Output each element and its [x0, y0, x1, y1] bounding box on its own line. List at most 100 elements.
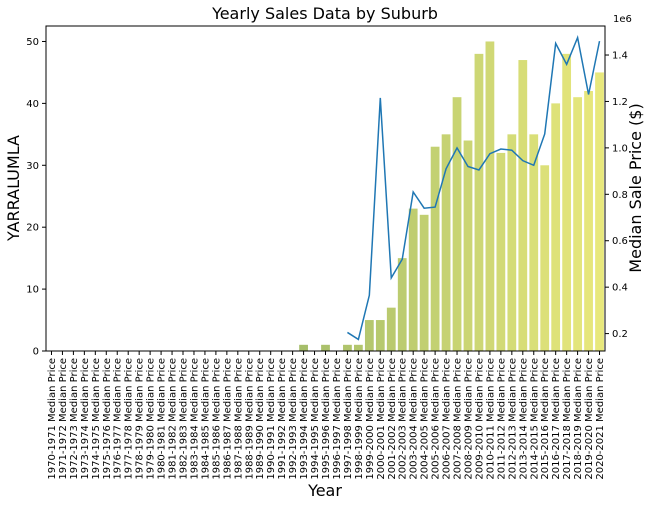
bar	[353, 344, 363, 351]
x-axis: 1970-1971 Median Price 1971-1972 Median P…	[47, 351, 606, 480]
bar	[441, 134, 451, 351]
x-tick-label: 2017-2018 Median Price	[562, 358, 573, 480]
y2-tick-label: 0.8	[612, 190, 628, 201]
y2-tick-label: 1.0	[612, 143, 628, 154]
bar	[343, 344, 352, 351]
x-tick-label: 1980-1981 Median Price	[157, 358, 168, 480]
x-tick-label: 2019-2020 Median Price	[584, 358, 595, 480]
y2-axis-label: Median Sale Price ($)	[626, 103, 645, 272]
x-tick-label: 2007-2008 Median Price	[453, 358, 464, 480]
bar	[386, 307, 396, 351]
bar	[463, 140, 473, 351]
y-tick-label: 40	[26, 99, 39, 110]
x-tick-label: 1989-1990 Median Price	[255, 358, 266, 480]
bar	[540, 165, 550, 351]
x-tick-label: 1994-1995 Median Price	[310, 358, 321, 480]
x-tick-label: 2020-2021 Median Price	[595, 358, 606, 480]
y-tick-label: 50	[26, 37, 39, 48]
bar	[299, 344, 308, 351]
bar	[419, 214, 429, 351]
bar	[529, 134, 539, 351]
y2-tick-label: 1.2	[612, 97, 628, 108]
x-tick-label: 1983-1984 Median Price	[189, 358, 200, 480]
x-tick-label: 1991-1992 Median Price	[277, 358, 288, 480]
bar	[364, 320, 374, 351]
left-y-axis: 0 10 20 30 40 50	[26, 37, 46, 358]
y-tick-label: 30	[26, 161, 39, 172]
x-tick-label: 2014-2015 Median Price	[529, 358, 540, 480]
x-tick-label: 1979-1980 Median Price	[146, 358, 157, 480]
bar	[584, 91, 593, 351]
y2-tick-label: 0.6	[612, 236, 628, 247]
x-tick-label: 1970-1971 Median Price	[47, 358, 58, 480]
y2-offset-text: 1e6	[613, 14, 632, 25]
x-tick-label: 1984-1985 Median Price	[200, 358, 211, 480]
x-tick-label: 2013-2014 Median Price	[518, 358, 529, 480]
y2-tick-label: 1.4	[612, 51, 628, 62]
y-tick-label: 10	[26, 285, 39, 296]
bar	[375, 320, 385, 351]
x-tick-label: 2018-2019 Median Price	[573, 358, 584, 480]
bar-series	[299, 41, 604, 352]
bar	[474, 53, 484, 351]
bar	[551, 103, 561, 351]
bar	[562, 53, 572, 351]
y-axis-label: YARRALUMLA	[4, 135, 23, 242]
x-tick-label: 1974-1975 Median Price	[91, 358, 102, 480]
x-tick-label: 1992-1993 Median Price	[288, 358, 299, 480]
bar	[397, 258, 407, 351]
x-tick-label: 2000-2001 Median Price	[376, 358, 387, 480]
bar	[430, 146, 440, 351]
x-tick-label: 1977-1978 Median Price	[124, 358, 135, 480]
x-tick-label: 1978-1979 Median Price	[135, 358, 146, 480]
x-tick-label: 1976-1977 Median Price	[113, 358, 124, 480]
x-tick-label: 1972-1973 Median Price	[69, 358, 80, 480]
x-tick-label: 1987-1988 Median Price	[233, 358, 244, 480]
right-y-axis: 0.2 0.4 0.6 0.8 1.0 1.2 1.4	[605, 51, 628, 340]
y2-tick-label: 0.4	[612, 283, 628, 294]
x-tick-label: 1986-1987 Median Price	[222, 358, 233, 480]
x-tick-label: 1998-1999 Median Price	[354, 358, 365, 480]
x-tick-label: 2016-2017 Median Price	[551, 358, 562, 480]
x-tick-label: 2009-2010 Median Price	[474, 358, 485, 480]
y2-tick-label: 0.2	[612, 329, 628, 340]
x-tick-label: 2015-2016 Median Price	[540, 358, 551, 480]
chart-title: Yearly Sales Data by Suburb	[211, 4, 438, 23]
x-tick-label: 2011-2012 Median Price	[496, 358, 507, 480]
x-tick-label: 2001-2002 Median Price	[387, 358, 398, 480]
y-tick-label: 20	[26, 223, 39, 234]
bar	[595, 72, 604, 351]
x-tick-label: 1996-1997 Median Price	[332, 358, 343, 480]
price-line-series	[347, 35, 601, 341]
x-tick-label: 1993-1994 Median Price	[299, 358, 310, 480]
y-tick-label: 0	[33, 347, 39, 358]
bar	[321, 344, 330, 351]
x-tick-label: 2006-2007 Median Price	[442, 358, 453, 480]
x-tick-label: 2005-2006 Median Price	[431, 358, 442, 480]
price-line	[347, 35, 601, 341]
x-tick-label: 2012-2013 Median Price	[507, 358, 518, 480]
x-tick-label: 1975-1976 Median Price	[102, 358, 113, 480]
bar	[573, 97, 582, 351]
x-tick-label: 2002-2003 Median Price	[398, 358, 409, 480]
x-tick-label: 1990-1991 Median Price	[266, 358, 277, 480]
x-tick-label: 2003-2004 Median Price	[409, 358, 420, 480]
x-tick-label: 1971-1972 Median Price	[58, 358, 69, 480]
x-tick-label: 1982-1983 Median Price	[179, 358, 190, 480]
bar	[452, 97, 462, 351]
x-tick-label: 1999-2000 Median Price	[365, 358, 376, 480]
x-tick-label: 1981-1982 Median Price	[168, 358, 179, 480]
x-axis-label: Year	[307, 481, 342, 500]
bar	[518, 60, 528, 352]
bar	[507, 134, 517, 351]
bar	[485, 41, 495, 351]
x-tick-label: 1988-1989 Median Price	[244, 358, 255, 480]
bar	[496, 152, 506, 351]
x-tick-label: 2010-2011 Median Price	[485, 358, 496, 480]
x-tick-label: 1995-1996 Median Price	[321, 358, 332, 480]
x-tick-label: 2004-2005 Median Price	[420, 358, 431, 480]
x-tick-label: 2008-2009 Median Price	[463, 358, 474, 480]
x-tick-label: 1997-1998 Median Price	[343, 358, 354, 480]
x-tick-label: 1985-1986 Median Price	[211, 358, 222, 480]
x-tick-label: 1973-1974 Median Price	[80, 358, 91, 480]
